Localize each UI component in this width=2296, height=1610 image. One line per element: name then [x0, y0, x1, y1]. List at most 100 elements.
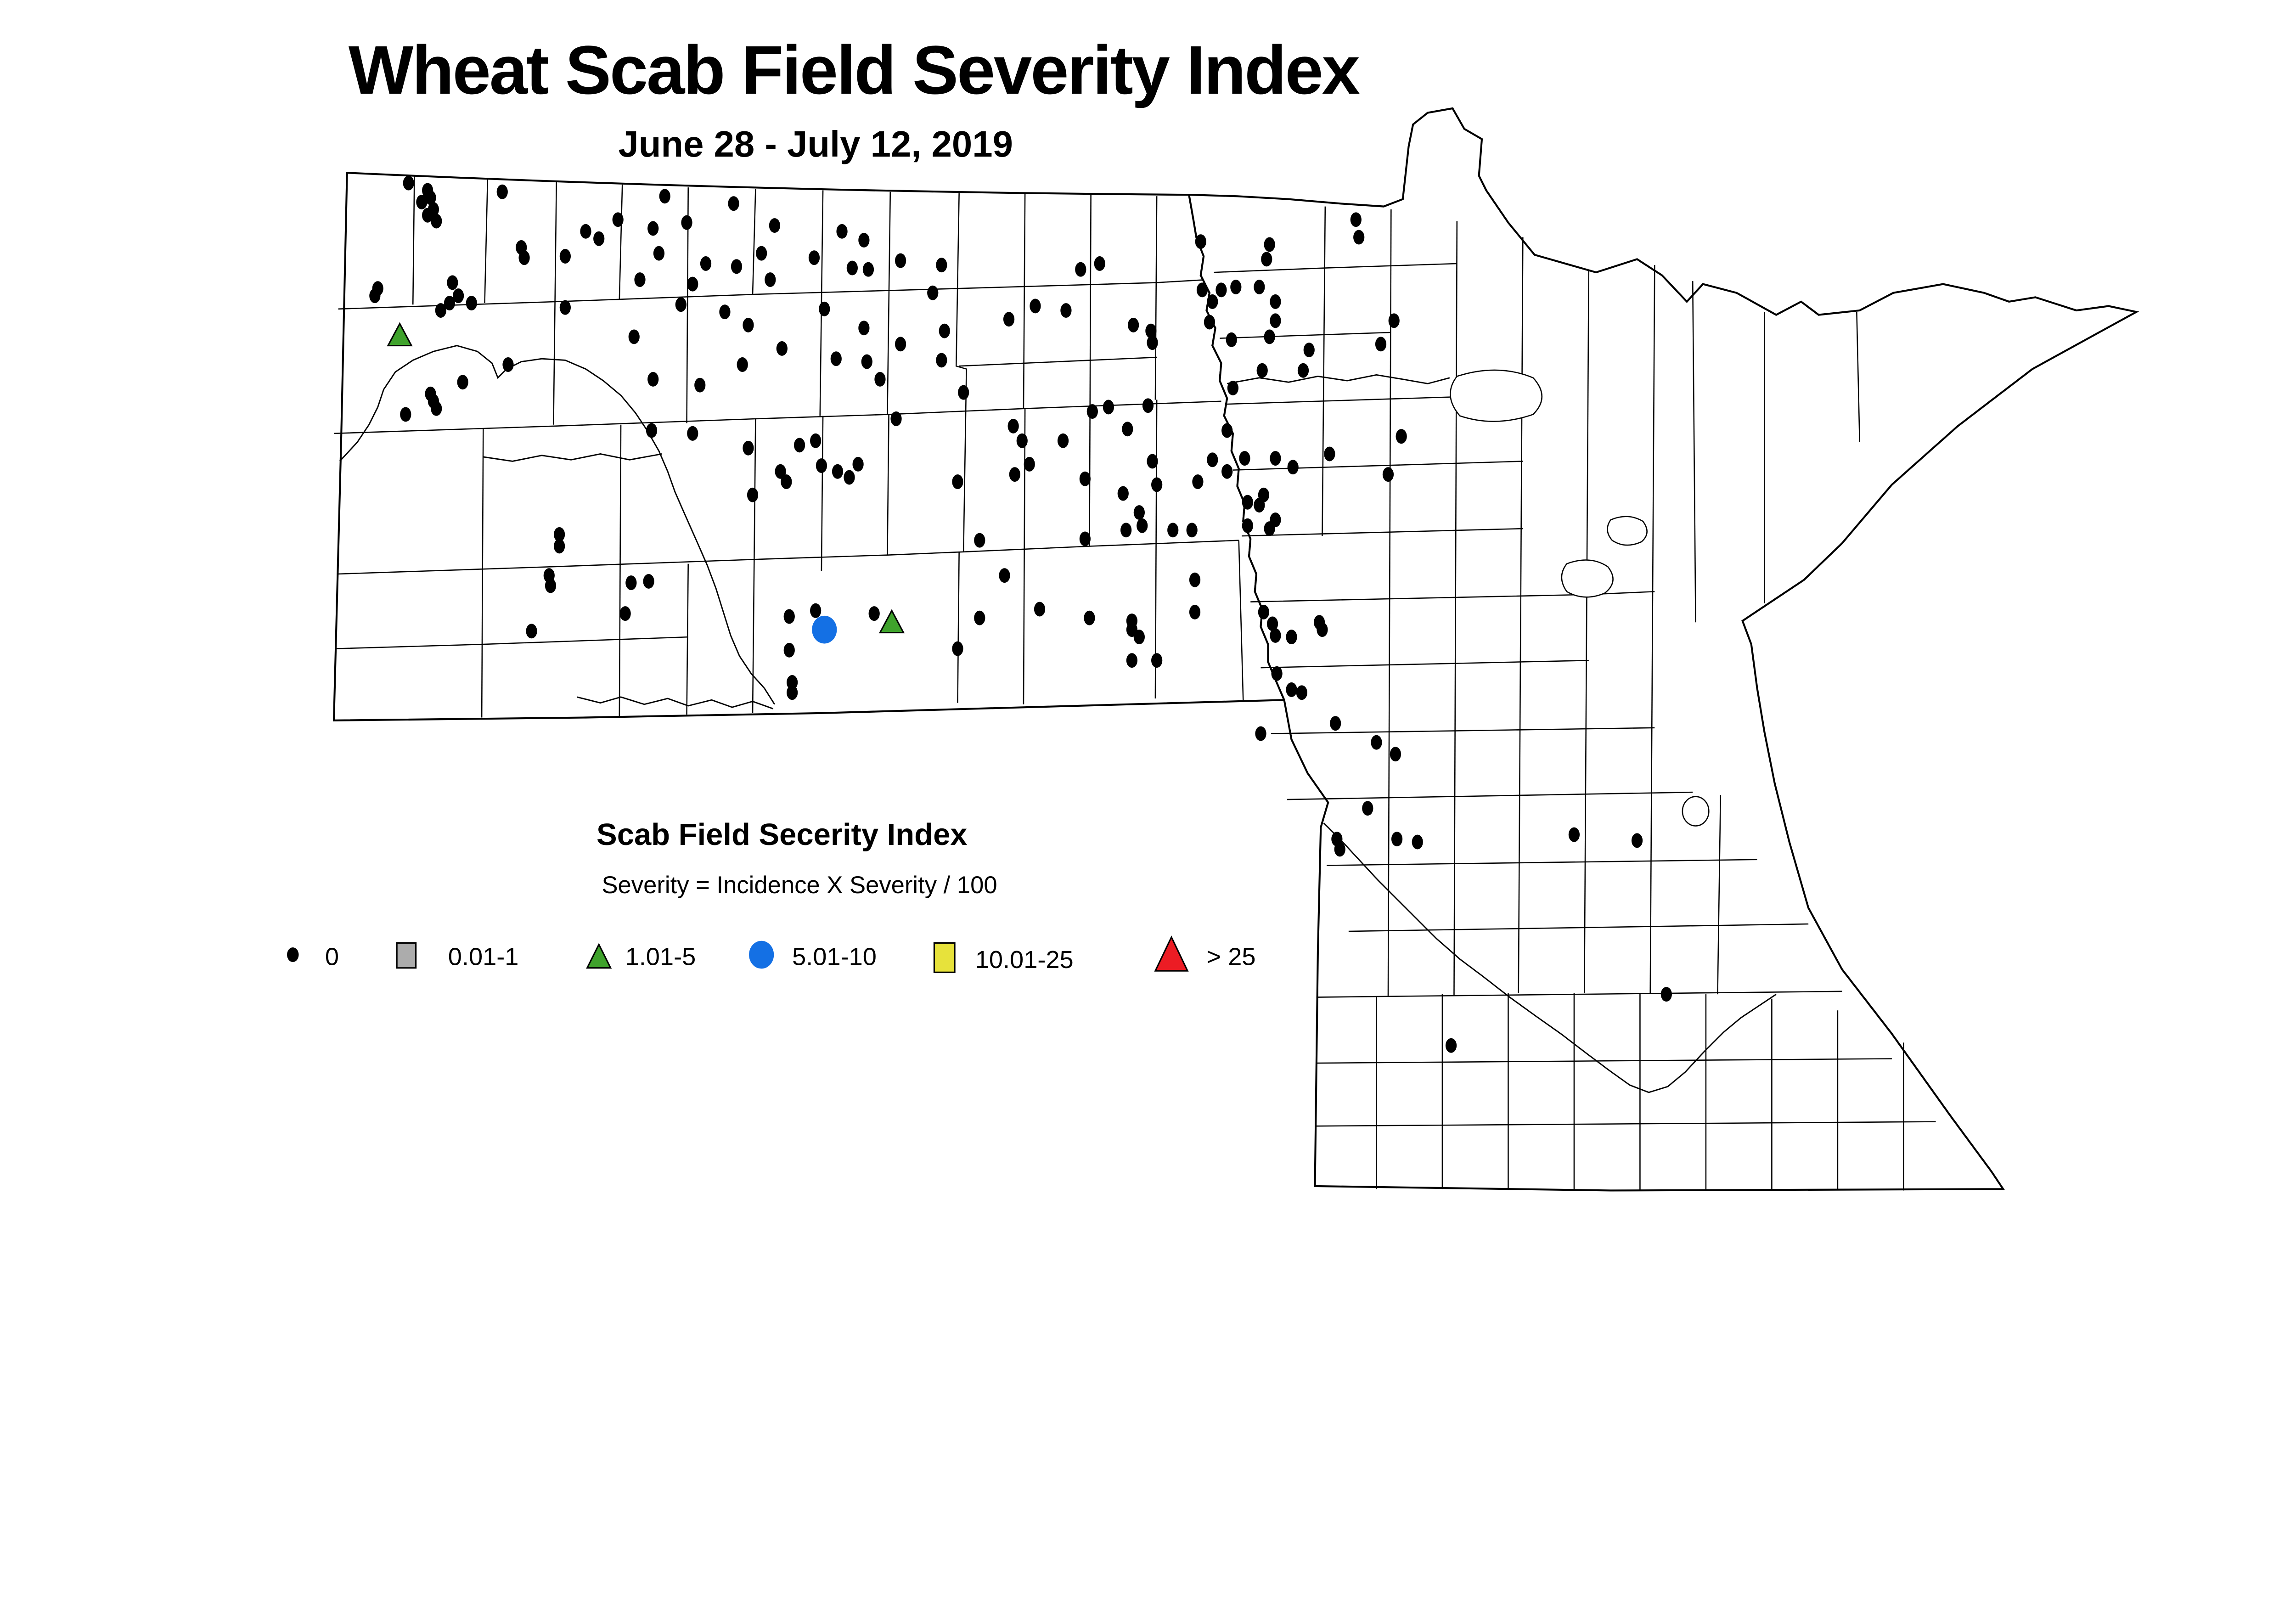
map-point-zero: [1034, 602, 1046, 617]
map-point-zero: [1324, 446, 1335, 462]
leech-lake: [1561, 559, 1614, 598]
map-point-zero: [1254, 498, 1265, 513]
map-point-zero: [1147, 335, 1158, 350]
north-dakota-counties: [332, 172, 1286, 721]
map-point-zero: [1382, 467, 1394, 482]
legend-marker-0-icon: [287, 947, 299, 963]
map-point-zero: [1216, 282, 1227, 298]
map-point-zero: [1079, 531, 1091, 546]
map-point-zero: [1133, 505, 1145, 520]
map-point-zero: [775, 464, 786, 479]
map-point-zero: [1189, 572, 1201, 587]
map-point-zero: [861, 354, 872, 369]
map-point-zero: [687, 276, 698, 292]
map-point-zero: [1330, 716, 1341, 731]
map-point-zero: [1079, 471, 1091, 486]
map-point-zero: [1207, 294, 1218, 309]
map-point-zero: [808, 250, 820, 265]
map-point-zero: [1396, 429, 1407, 444]
north-dakota-rivers: [339, 345, 776, 709]
map-point-zero: [819, 301, 830, 316]
map-point-zero: [858, 233, 870, 248]
map-point-zero: [1009, 467, 1020, 482]
map-point-zero: [1264, 237, 1275, 252]
map-point-zero: [681, 215, 692, 230]
legend-marker-1-01-5-icon: [586, 943, 612, 969]
map-point-zero: [1264, 521, 1275, 536]
map-point-zero: [526, 624, 537, 639]
map-point-zero: [1057, 433, 1069, 448]
map-point-zero: [895, 337, 906, 352]
map-point-zero: [1207, 452, 1218, 467]
map-point-zero: [457, 375, 468, 390]
map-point-zero: [1227, 381, 1239, 395]
map-point-zero: [1350, 212, 1362, 227]
map-point-zero: [783, 642, 795, 658]
map-point-zero: [1221, 464, 1233, 479]
map-point-zero: [1145, 323, 1157, 338]
map-point-zero: [1568, 827, 1580, 842]
map-point-zero: [1270, 628, 1281, 643]
map-point-zero: [647, 372, 659, 387]
map-point-zero: [1084, 610, 1095, 625]
map-point-1-01-5: [387, 322, 413, 347]
page-title: Wheat Scab Field Severity Index: [349, 31, 1360, 108]
cannonball-river: [577, 696, 774, 709]
map-point-zero: [628, 329, 640, 344]
legend-marker-0-01-1-icon: [396, 942, 417, 969]
mille-lacs-lake: [1682, 796, 1710, 827]
map-point-zero: [936, 353, 947, 368]
map-point-zero: [832, 464, 844, 479]
map-point-zero: [1007, 418, 1019, 433]
map-point-zero: [1255, 726, 1266, 741]
map-point-zero: [1003, 312, 1015, 327]
map-point-zero: [1230, 280, 1242, 294]
map-point-zero: [1445, 1038, 1457, 1053]
page-subtitle: June 28 - July 12, 2019: [618, 124, 1013, 164]
minnesota-outline: [1187, 107, 2139, 1192]
map-point-zero: [1147, 454, 1158, 469]
map-point-zero: [1226, 332, 1237, 347]
map-point-zero: [936, 258, 947, 273]
map-point-zero: [952, 641, 963, 656]
map-point-zero: [1094, 256, 1105, 271]
map-point-zero: [553, 539, 565, 554]
map-point-zero: [1256, 363, 1268, 378]
severity-map: Wheat Scab Field Severity Index June 28 …: [287, 31, 2139, 1192]
map-point-zero: [737, 357, 748, 372]
legend-label-5-01-10: 5.01-10: [792, 943, 877, 970]
map-point-zero: [444, 296, 456, 311]
map-point-zero: [416, 195, 428, 209]
map-point-zero: [743, 440, 754, 456]
legend-label-0-01-1: 0.01-1: [448, 943, 519, 970]
map-point-zero: [612, 212, 624, 227]
map-point-zero: [844, 470, 855, 485]
map-point-zero: [400, 407, 411, 422]
map-point-zero: [647, 221, 659, 236]
map-point-zero: [862, 262, 874, 277]
map-point-zero: [559, 249, 571, 264]
map-point-zero: [545, 578, 557, 593]
map-point-zero: [927, 285, 939, 300]
map-point-zero: [765, 272, 776, 287]
map-point-zero: [559, 300, 571, 315]
map-point-zero: [890, 411, 902, 426]
map-point-zero: [675, 297, 687, 312]
map-point-zero: [793, 438, 805, 453]
map-point-zero: [1412, 834, 1423, 850]
map-point-zero: [1660, 987, 1672, 1002]
map-point-zero: [1060, 303, 1072, 318]
map-point-zero: [431, 401, 442, 416]
map-point-zero: [1126, 653, 1138, 668]
map-point-zero: [619, 606, 631, 621]
map-point-zero: [769, 218, 780, 233]
map-point-zero: [952, 474, 963, 490]
map-point-zero: [1195, 234, 1206, 249]
map-point-zero: [1266, 616, 1278, 631]
map-point-zero: [1296, 685, 1307, 700]
map-point-zero: [1254, 280, 1265, 294]
map-point-zero: [1287, 460, 1299, 475]
map-point-zero: [1103, 400, 1114, 415]
map-point-zero: [1196, 282, 1208, 298]
map-point-zero: [756, 246, 767, 261]
